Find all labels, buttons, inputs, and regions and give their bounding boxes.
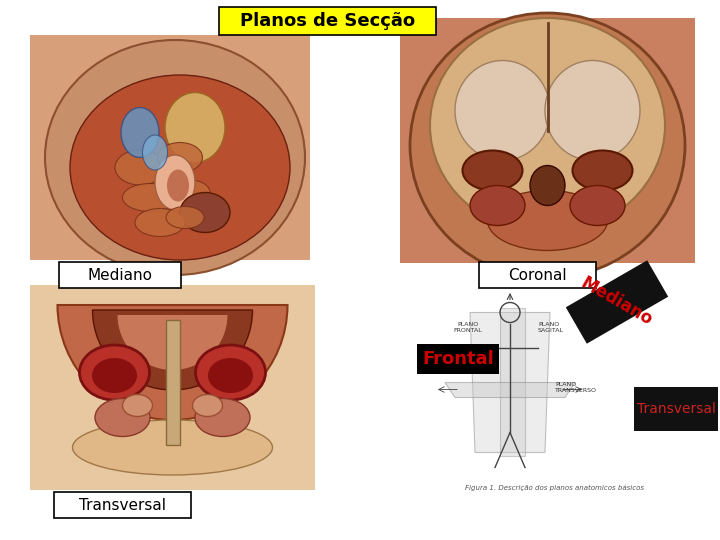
Text: Mediano: Mediano [578, 274, 656, 330]
Ellipse shape [470, 186, 525, 226]
Ellipse shape [155, 155, 195, 210]
Ellipse shape [135, 208, 185, 237]
Ellipse shape [208, 358, 253, 393]
Wedge shape [92, 310, 253, 390]
Text: PLANO
SAGITAL: PLANO SAGITAL [538, 322, 564, 333]
Bar [30, 285, 315, 490]
FancyBboxPatch shape [219, 7, 436, 35]
Text: Figura 1. Descrição dos planos anatomicos básicos: Figura 1. Descrição dos planos anatomico… [465, 484, 644, 491]
Ellipse shape [545, 60, 640, 160]
Bar [166, 320, 179, 445]
Ellipse shape [165, 92, 225, 163]
Polygon shape [470, 313, 550, 453]
Text: Planos de Secção: Planos de Secção [240, 12, 415, 30]
Ellipse shape [70, 75, 290, 260]
Ellipse shape [195, 399, 250, 436]
Ellipse shape [45, 40, 305, 275]
Polygon shape [445, 382, 575, 397]
Ellipse shape [115, 150, 165, 185]
Ellipse shape [430, 18, 665, 233]
FancyBboxPatch shape [54, 492, 191, 518]
Ellipse shape [487, 191, 608, 251]
FancyBboxPatch shape [417, 344, 499, 374]
Text: Transversal: Transversal [79, 497, 166, 512]
FancyBboxPatch shape [479, 262, 596, 288]
Text: Transversal: Transversal [636, 402, 716, 416]
Ellipse shape [121, 107, 159, 158]
Ellipse shape [455, 60, 550, 160]
Ellipse shape [530, 165, 565, 206]
Ellipse shape [170, 180, 210, 205]
Ellipse shape [122, 395, 153, 416]
Ellipse shape [180, 192, 230, 233]
FancyBboxPatch shape [59, 262, 181, 288]
Ellipse shape [572, 151, 632, 191]
Ellipse shape [196, 345, 266, 400]
Ellipse shape [143, 135, 168, 170]
Ellipse shape [73, 420, 272, 475]
Ellipse shape [462, 151, 523, 191]
Text: Mediano: Mediano [88, 267, 153, 282]
FancyBboxPatch shape [566, 260, 668, 343]
Polygon shape [500, 307, 525, 456]
Ellipse shape [570, 186, 625, 226]
FancyBboxPatch shape [634, 387, 718, 431]
Ellipse shape [122, 184, 178, 212]
Text: Frontal: Frontal [422, 350, 494, 368]
Bar [30, 35, 310, 260]
Ellipse shape [158, 143, 202, 172]
Text: PLANO
TRANSVERSO: PLANO TRANSVERSO [555, 382, 597, 393]
Ellipse shape [167, 170, 189, 201]
Ellipse shape [95, 399, 150, 436]
Ellipse shape [92, 358, 137, 393]
Wedge shape [58, 305, 287, 420]
Ellipse shape [79, 345, 150, 400]
Text: Coronal: Coronal [508, 267, 567, 282]
Ellipse shape [166, 206, 204, 228]
Ellipse shape [410, 13, 685, 278]
Text: PLANO
FRONTAL: PLANO FRONTAL [454, 322, 482, 333]
Bar [400, 18, 695, 263]
Wedge shape [117, 315, 228, 370]
Ellipse shape [192, 395, 222, 416]
